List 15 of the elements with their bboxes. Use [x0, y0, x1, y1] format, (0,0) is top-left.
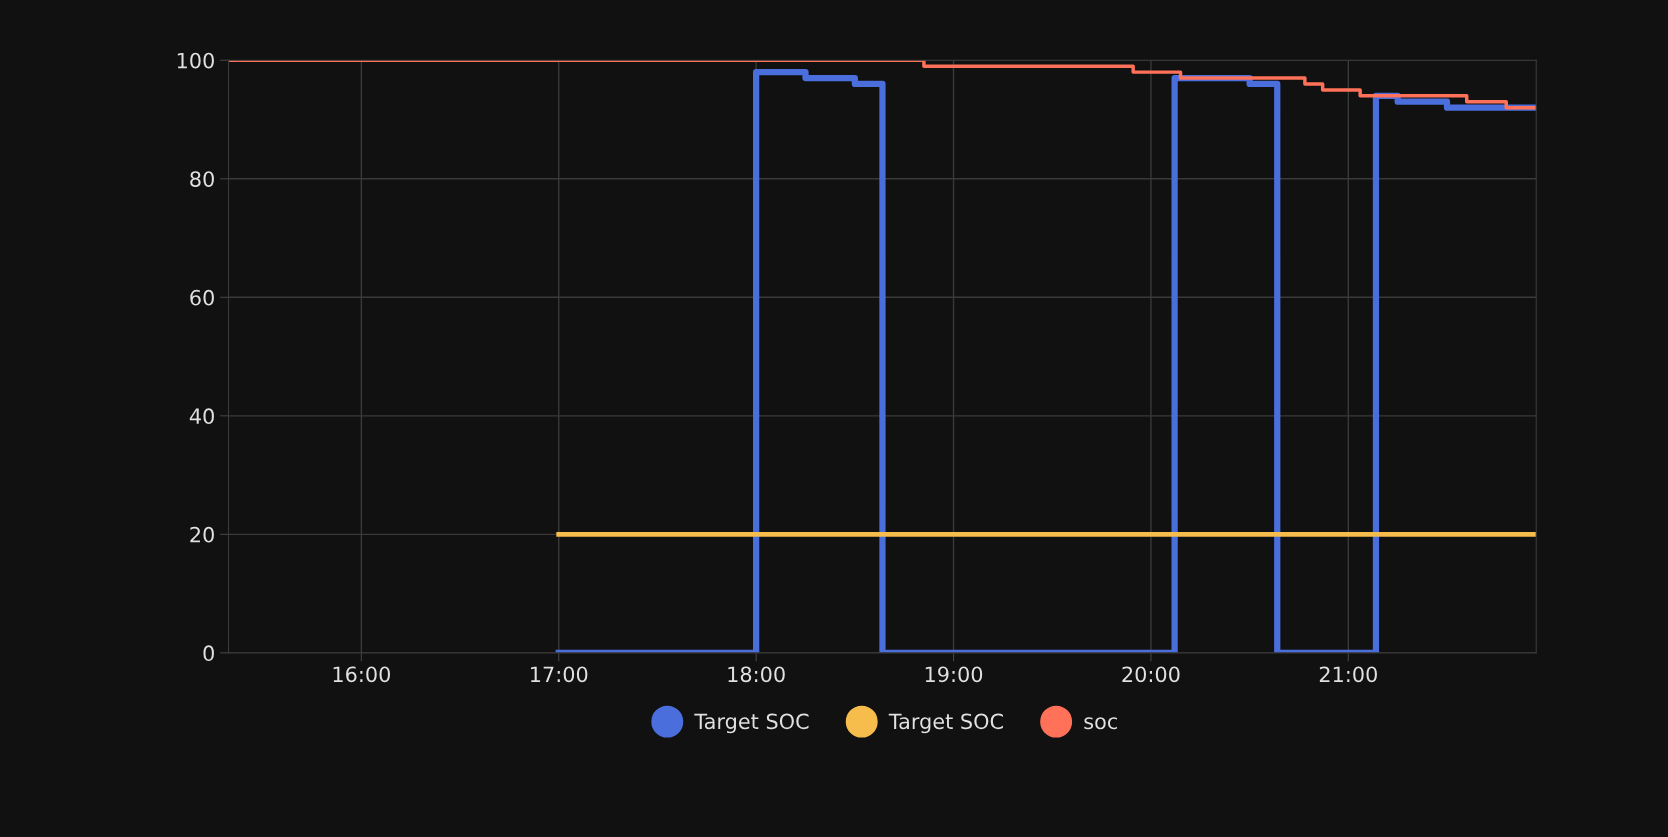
legend-label: Target SOC [694, 713, 809, 734]
x-tick-label: 19:00 [925, 666, 983, 683]
y-tick-label: 100 [177, 52, 214, 69]
x-tick-label: 20:00 [1122, 666, 1180, 683]
x-tick-label: 16:00 [333, 666, 390, 683]
legend-label: soc [1084, 717, 1117, 730]
x-tick-label: 17:00 [531, 666, 588, 683]
x-tick-label: 21:00 [1319, 666, 1377, 683]
y-tick-label: 0 [203, 645, 214, 662]
x-tick-label: 18:00 [728, 666, 785, 683]
y-tick-label: 80 [190, 171, 214, 187]
y-tick-label: 60 [190, 289, 214, 306]
y-tick-label: 40 [189, 408, 214, 425]
y-tick-label: 20 [190, 526, 214, 543]
legend-label: Target SOC [888, 713, 1003, 734]
